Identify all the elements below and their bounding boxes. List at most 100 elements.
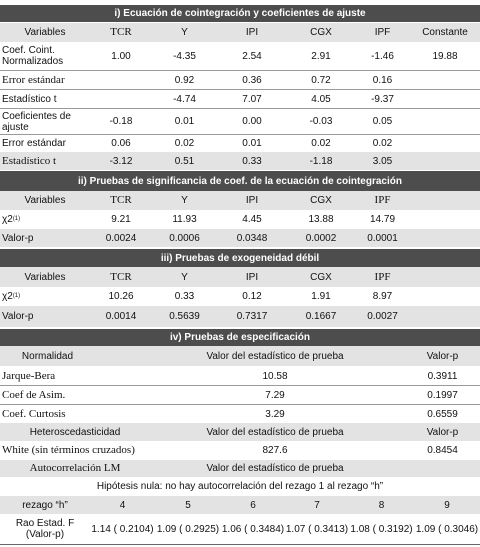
sec1-row: Coeficientes de ajuste -0.18 0.01 0.00 -…	[0, 109, 480, 134]
lag-value: 5	[185, 499, 191, 511]
divider	[0, 70, 480, 71]
cell: 0.0006	[169, 232, 200, 244]
cell: -4.35	[173, 50, 196, 62]
divider	[0, 108, 480, 109]
header-y: Y	[181, 195, 188, 206]
sec3-header-row: Variables TCR Y IPI CGX IPF	[0, 267, 480, 287]
cell: 0.1997	[427, 389, 458, 401]
cell: 0.3911	[427, 370, 458, 382]
row-label: Coeficientes de ajuste	[2, 110, 71, 133]
cell: 0.6559	[427, 408, 458, 420]
cell: 0.02	[174, 138, 195, 149]
normality-row: Jarque-Bera 10.58 0.3911	[0, 367, 480, 385]
cell: 0.0024	[105, 232, 137, 244]
divider	[0, 134, 480, 135]
cell: 10.58	[262, 370, 288, 382]
lag-value: 6	[250, 499, 256, 511]
lag-value: 7	[314, 499, 320, 511]
section-4-title: iv) Pruebas de especificación	[0, 329, 480, 346]
cell: 0.00	[242, 116, 262, 127]
row-label: Coef de Asim.	[2, 388, 66, 401]
cell: 3.05	[372, 155, 393, 167]
pvalue-header: Valor-p	[426, 426, 459, 438]
cell: -1.46	[371, 50, 394, 62]
row-label: Estadístico t	[2, 93, 57, 105]
cell: 4.05	[311, 93, 331, 105]
autocorrelation-header-row: Autocorrelación LM Valor del estadístico…	[0, 460, 480, 477]
chi-label: χ2 (1)	[0, 210, 90, 229]
cell: 0.33	[242, 155, 262, 167]
cell: 1.91	[311, 291, 331, 302]
cell: 0.1667	[305, 311, 337, 322]
cell: 13.88	[308, 214, 334, 225]
header-y: Y	[181, 27, 188, 38]
header-constante: Constante	[422, 27, 468, 38]
sec1-header-row: Variables TCR Y IPI CGX IPF Constante	[0, 23, 480, 42]
sec1-row: Error estándar 0.92 0.36 0.72 0.16	[0, 71, 480, 89]
sec1-row: Coef. Coint. Normalizados 1.00 -4.35 2.5…	[0, 42, 480, 70]
cell: 0.0014	[105, 311, 137, 322]
cell: 11.93	[172, 214, 197, 225]
pvalue-header: Valor-p	[426, 350, 459, 362]
cell: 10.26	[108, 291, 134, 302]
chi-subscript: (1)	[12, 293, 21, 299]
sec1-row: Estadístico t -3.12 0.51 0.33 -1.18 3.05	[0, 152, 480, 170]
header-tcr: TCR	[110, 270, 132, 283]
cell: 3.29	[265, 408, 285, 420]
bottom-rule	[0, 544, 480, 545]
cell: 0.0348	[236, 232, 268, 244]
p-label: Valor-p	[2, 232, 34, 244]
normality-header-row: Normalidad Valor del estadístico de prue…	[0, 346, 480, 366]
lag-row: rezago “h” 4 5 6 7 8 9	[0, 496, 480, 514]
row-label: Coef. Coint. Normalizados	[2, 45, 64, 67]
row-label: Jarque-Bera	[2, 369, 56, 382]
row-label: Estadístico t	[2, 154, 57, 167]
cell: 1.06 ( 0.3484)	[221, 523, 285, 535]
cell: 0.02	[311, 138, 331, 149]
cell: 14.79	[369, 214, 396, 225]
cell: 0.12	[242, 291, 262, 302]
sec1-row: Estadístico t -4.74 7.07 4.05 -9.37	[0, 90, 480, 108]
cell: 9.21	[111, 214, 131, 225]
sec2-p-row: Valor-p 0.0024 0.0006 0.0348 0.0002 0.00…	[0, 229, 480, 247]
divider	[0, 385, 480, 386]
cell: 0.06	[111, 138, 131, 149]
cell: 8.97	[372, 291, 393, 302]
row-label: Error estándar	[2, 138, 66, 149]
cell: 0.0001	[367, 232, 398, 244]
header-ipi: IPI	[245, 27, 259, 38]
cell: 1.00	[111, 50, 131, 62]
cell: 0.8454	[427, 445, 458, 456]
row-label: Error estándar	[2, 73, 65, 86]
heteroscedasticity-header-row: Heteroscedasticidad Valor del estadístic…	[0, 423, 480, 441]
rao-row: Rao Estad. F (Valor-p) 1.14 ( 0.2104) 1.…	[0, 514, 480, 544]
header-cgx: CGX	[310, 195, 332, 206]
cell: 827.6	[262, 445, 288, 456]
cell: 0.5639	[169, 311, 200, 322]
stat-header: Valor del estadístico de prueba	[206, 426, 344, 438]
cell: 1.07 ( 0.3413)	[285, 523, 349, 535]
cell: 7.07	[242, 93, 262, 105]
lag-value: 4	[119, 499, 126, 511]
cell: -1.18	[309, 155, 333, 167]
cell: -0.18	[109, 116, 133, 127]
header-cgx: CGX	[310, 27, 332, 38]
cell: 0.16	[372, 74, 393, 86]
normality-row: Coef de Asim. 7.29 0.1997	[0, 386, 480, 404]
sec2-header-row: Variables TCR Y IPI CGX IPF	[0, 191, 480, 210]
cell: 0.0002	[305, 232, 337, 244]
cell: 1.09 ( 0.3046)	[415, 523, 479, 535]
sec1-row: Error estándar 0.06 0.02 0.01 0.02 0.02	[0, 135, 480, 152]
divider	[0, 404, 480, 405]
cell: 0.33	[174, 291, 195, 302]
lag-label: rezago “h”	[22, 499, 68, 511]
normality-label: Normalidad	[21, 350, 74, 362]
cell: 0.51	[174, 155, 195, 167]
cell: 2.91	[311, 50, 331, 62]
cell: 7.29	[265, 389, 285, 401]
cell: 0.92	[174, 74, 195, 86]
header-ipi: IPI	[245, 195, 259, 206]
cell: 0.05	[372, 116, 393, 127]
normality-row: Coef. Curtosis 3.29 0.6559	[0, 405, 480, 423]
section-1-title: i) Ecuación de cointegración y coeficien…	[0, 5, 480, 22]
